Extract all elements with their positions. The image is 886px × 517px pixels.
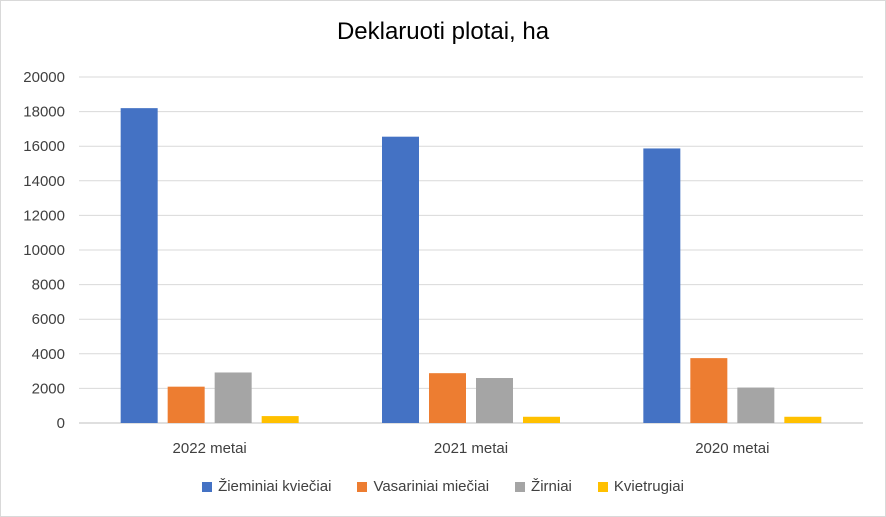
legend-swatch [357,481,368,492]
legend-swatch [597,481,608,492]
bar [120,108,158,423]
bar [643,148,681,423]
legend-swatch [515,481,526,492]
y-tick-label: 8000 [32,277,65,294]
legend-swatch [202,481,213,492]
bar [784,416,822,423]
bar [523,416,560,423]
y-tick-label: 10000 [23,242,65,259]
y-tick-label: 14000 [23,173,65,190]
bar [261,416,299,423]
bar [167,386,205,423]
legend-label: Kvietrugiai [613,478,684,495]
legend-item: Žieminiai kviečiai [202,478,331,495]
bar [690,358,728,423]
x-category-label: 2022 metai [173,440,247,457]
bar [382,136,419,423]
y-tick-label: 4000 [32,346,65,363]
x-category-label: 2021 metai [434,440,508,457]
bar [476,378,513,423]
y-tick-label: 20000 [23,69,65,86]
legend-item: Vasariniai miečiai [357,478,489,495]
legend-item: Žirniai [515,478,572,495]
chart-title: Deklaruoti plotai, ha [336,18,550,45]
legend-label: Vasariniai miečiai [373,478,490,495]
y-tick-label: 18000 [23,104,65,121]
legend-label: Žieminiai kviečiai [218,478,332,495]
bar [737,387,775,423]
y-tick-label: 2000 [32,380,65,397]
y-tick-label: 6000 [32,311,65,328]
x-category-label: 2020 metai [695,440,769,457]
y-tick-label: 16000 [23,138,65,155]
bar [429,373,466,423]
y-tick-label: 0 [57,415,65,432]
legend-label: Žirniai [531,478,572,495]
legend-item: Kvietrugiai [597,478,684,495]
y-tick-label: 12000 [23,207,65,224]
bar [214,372,252,423]
chart-legend: Žieminiai kviečiai Vasariniai miečiai Žirn… [1,478,885,495]
